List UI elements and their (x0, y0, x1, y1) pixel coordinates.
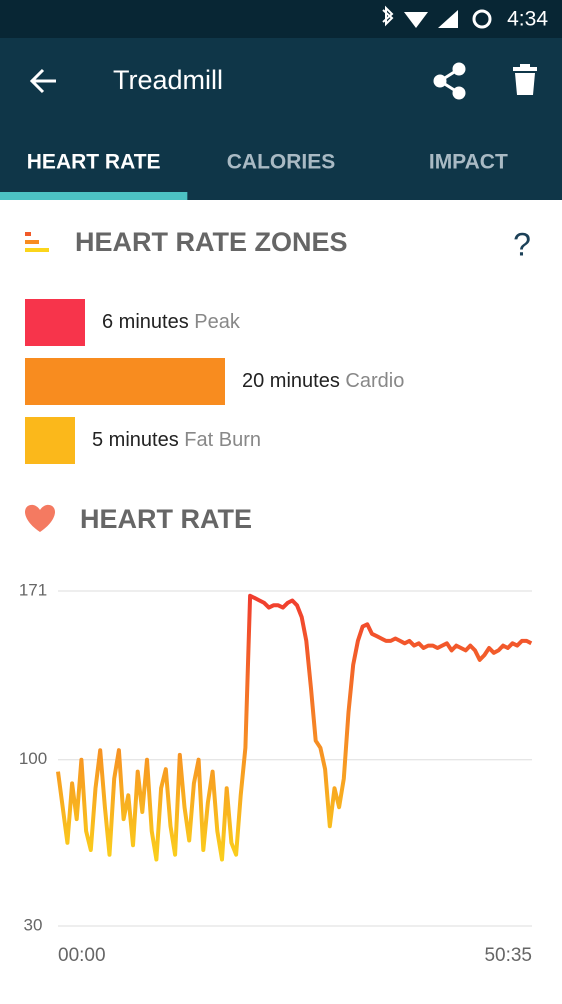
zone-label: 6 minutes Peak (102, 311, 241, 333)
tab[interactable]: IMPACT (429, 151, 508, 174)
app-bar (0, 38, 562, 126)
zone-name: Fat Burn (184, 429, 261, 451)
heart-icon (25, 504, 55, 532)
x-tick-label: 00:00 (58, 945, 106, 966)
status-bar (0, 0, 562, 38)
tab[interactable]: CALORIES (227, 151, 336, 174)
status-icons (382, 5, 492, 29)
zone-bar (25, 417, 75, 464)
zone-name: Cardio (345, 370, 404, 392)
zones-title: HEART RATE ZONES (75, 227, 348, 257)
zone-minutes: 20 minutes (242, 370, 340, 392)
zone-bar (25, 358, 225, 405)
heart-rate-line (56, 593, 533, 862)
x-tick-label: 50:35 (484, 945, 532, 966)
zone-minutes: 5 minutes (92, 429, 179, 451)
help-button[interactable]: ? (513, 226, 531, 262)
tab-indicator (0, 192, 188, 200)
y-tick-label: 171 (19, 580, 47, 599)
y-tick-label: 30 (24, 915, 43, 934)
tab[interactable]: HEART RATE (27, 151, 161, 174)
zone-bar (25, 299, 85, 346)
delete-button[interactable] (513, 64, 537, 95)
back-button[interactable] (29, 68, 56, 94)
app-title: Treadmill (113, 65, 223, 95)
chart-title: HEART RATE (80, 504, 252, 534)
zone-name: Peak (194, 311, 241, 333)
zones-icon (25, 232, 49, 252)
zone-label: 5 minutes Fat Burn (92, 429, 261, 451)
zone-minutes: 6 minutes (102, 311, 189, 333)
share-button[interactable] (433, 62, 466, 100)
tab-bar (0, 126, 562, 200)
zone-label: 20 minutes Cardio (242, 370, 404, 392)
y-tick-label: 100 (19, 749, 47, 768)
status-time: 4:34 (507, 8, 548, 31)
